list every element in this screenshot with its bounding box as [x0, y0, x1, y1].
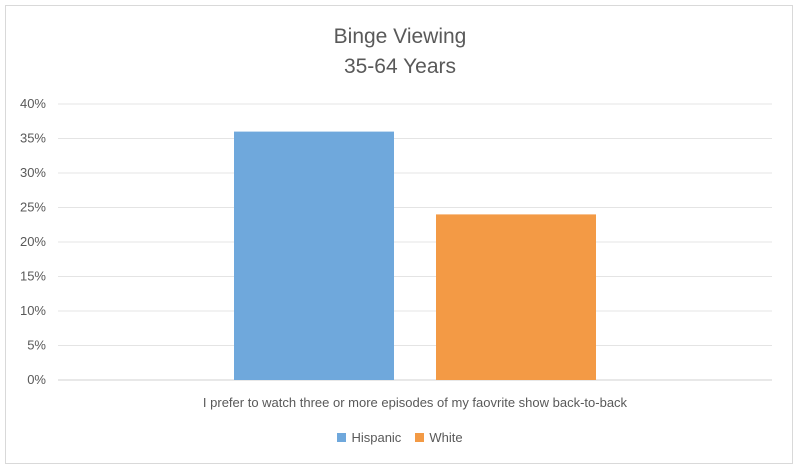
- y-tick-label: 30%: [20, 165, 46, 180]
- y-tick-label: 15%: [20, 269, 46, 284]
- chart-subtitle: 35-64 Years: [343, 55, 457, 78]
- y-tick-label: 0%: [27, 372, 46, 387]
- bar-white: [436, 214, 596, 380]
- chart-frame: [5, 5, 793, 464]
- y-tick-label: 40%: [20, 96, 46, 111]
- legend: Hispanic White: [0, 430, 800, 445]
- bar-hispanic: [234, 131, 394, 380]
- legend-label-white: White: [429, 430, 463, 445]
- legend-item-hispanic: Hispanic: [337, 430, 401, 445]
- y-tick-label: 35%: [20, 131, 46, 146]
- legend-swatch-white: [415, 433, 425, 442]
- y-tick-label: 10%: [20, 303, 46, 318]
- legend-swatch-hispanic: [337, 433, 347, 442]
- y-tick-label: 5%: [27, 338, 46, 353]
- legend-label-hispanic: Hispanic: [351, 430, 402, 445]
- x-category-label: I prefer to watch three or more episodes…: [203, 395, 628, 410]
- y-tick-label: 20%: [20, 234, 46, 249]
- chart-title: Binge Viewing: [333, 25, 467, 48]
- y-tick-label: 25%: [20, 200, 46, 215]
- legend-item-white: White: [415, 430, 463, 445]
